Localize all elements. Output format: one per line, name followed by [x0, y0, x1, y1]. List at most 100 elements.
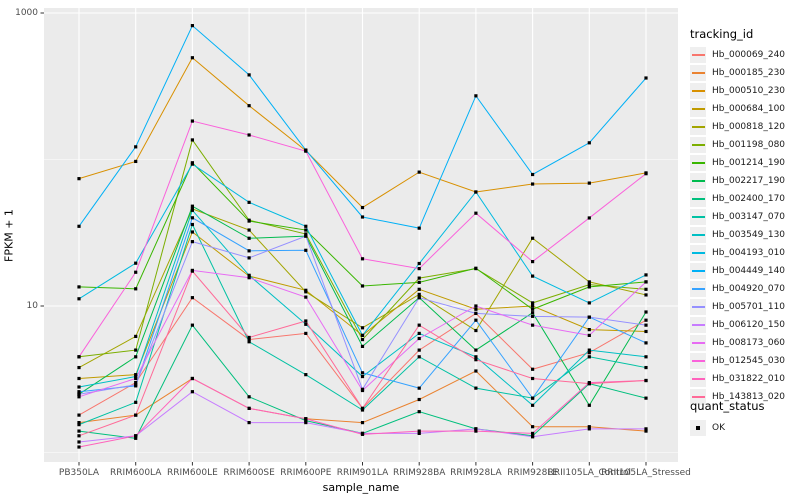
- data-point: [247, 133, 251, 137]
- data-point: [417, 429, 421, 433]
- y-axis-title: FPKM + 1: [2, 209, 16, 262]
- x-tick-label-RRIM600PE: RRIM600PE: [280, 468, 332, 478]
- legend-item-label: Hb_000069_240: [712, 50, 786, 60]
- data-point: [587, 382, 591, 386]
- data-point: [644, 172, 648, 176]
- legend-item-label: Hb_031822_010: [712, 374, 786, 384]
- data-point: [644, 280, 648, 284]
- data-point: [360, 257, 365, 261]
- data-point: [134, 374, 138, 379]
- data-point: [134, 270, 138, 274]
- data-point: [134, 145, 138, 149]
- legend-item-Hb_000818_120: Hb_000818_120: [690, 118, 785, 136]
- data-point: [190, 162, 194, 166]
- data-point: [134, 355, 138, 359]
- data-point: [77, 423, 81, 427]
- data-point: [531, 425, 535, 429]
- data-point: [134, 348, 138, 352]
- legend-item-label: Hb_000510_230: [712, 86, 786, 96]
- legend-title-tracking-id: tracking_id: [690, 27, 754, 41]
- data-point: [417, 355, 421, 359]
- data-point: [587, 425, 591, 429]
- data-point: [247, 104, 251, 108]
- data-point: [531, 396, 535, 400]
- data-point: [644, 293, 648, 297]
- data-point: [77, 285, 81, 289]
- legend-title-quant-status: quant_status: [690, 399, 765, 413]
- data-point: [474, 429, 478, 433]
- line-key-icon: [690, 209, 706, 225]
- data-point: [587, 427, 591, 431]
- legend-item-label: Hb_006120_150: [712, 320, 786, 330]
- legend-item-label: Hb_002400_170: [712, 194, 786, 204]
- x-tick-label-RRIM600LE: RRIM600LE: [166, 468, 218, 478]
- data-point: [247, 406, 251, 410]
- data-point: [134, 434, 138, 438]
- data-point: [134, 261, 138, 265]
- data-point: [587, 351, 591, 355]
- data-point: [360, 284, 365, 288]
- data-point: [474, 328, 478, 333]
- legend-item-label: Hb_008173_060: [712, 338, 786, 348]
- x-tick-label-RRIM600LA: RRIM600LA: [109, 468, 162, 478]
- legend-item-label: Hb_012545_030: [712, 356, 786, 366]
- data-point: [531, 182, 535, 186]
- data-point: [360, 371, 365, 375]
- data-point: [417, 287, 421, 291]
- data-point: [417, 261, 421, 266]
- data-point: [304, 248, 308, 252]
- data-point: [587, 301, 591, 305]
- data-point: [474, 348, 478, 352]
- data-point: [247, 219, 251, 223]
- data-point: [304, 417, 308, 421]
- data-point: [644, 329, 648, 334]
- line-key-icon: [690, 191, 706, 207]
- legend-item-Hb_008173_060: Hb_008173_060: [690, 334, 785, 352]
- line-key-icon: [690, 317, 706, 333]
- line-key-icon: [690, 155, 706, 171]
- data-point: [417, 267, 421, 271]
- data-point: [304, 232, 308, 236]
- data-point: [531, 274, 535, 278]
- legend-item-Hb_003549_130: Hb_003549_130: [690, 226, 785, 244]
- data-point: [531, 236, 535, 240]
- data-point: [644, 318, 648, 322]
- legend-item-label: Hb_003549_130: [712, 230, 786, 240]
- data-point: [134, 400, 138, 404]
- data-point: [77, 365, 81, 370]
- line-key-icon: [690, 101, 706, 117]
- line-key-icon: [690, 47, 706, 63]
- data-point: [247, 335, 251, 340]
- data-point: [417, 323, 421, 327]
- data-point: [247, 249, 251, 253]
- line-key-icon: [690, 281, 706, 297]
- data-point: [304, 419, 308, 423]
- data-point: [304, 228, 308, 232]
- legend: tracking_id Hb_000069_240 Hb_000185_230 Hb…: [688, 0, 800, 500]
- data-point: [247, 340, 251, 344]
- x-tick-label-RRII105LA_Control: RRII105LA_Control: [547, 468, 631, 478]
- legend-item-label: Hb_001214_190: [712, 158, 786, 168]
- data-point: [644, 287, 648, 291]
- x-tick-label-RRIM928BA: RRIM928BA: [392, 468, 446, 478]
- data-point: [474, 304, 478, 308]
- data-point: [587, 315, 591, 319]
- data-point: [644, 310, 648, 314]
- data-point: [417, 292, 421, 296]
- data-point: [644, 355, 648, 359]
- data-point: [474, 427, 478, 431]
- data-point: [417, 386, 421, 390]
- data-point: [134, 381, 138, 385]
- data-point: [531, 304, 535, 308]
- data-point: [474, 358, 478, 362]
- data-point: [134, 436, 138, 440]
- data-point: [644, 396, 648, 400]
- legend-item-Hb_001198_080: Hb_001198_080: [690, 136, 785, 154]
- data-point: [474, 355, 478, 359]
- legend-item-Hb_004449_140: Hb_004449_140: [690, 262, 785, 280]
- data-point: [417, 397, 421, 402]
- data-point: [247, 273, 251, 277]
- data-point: [587, 328, 591, 332]
